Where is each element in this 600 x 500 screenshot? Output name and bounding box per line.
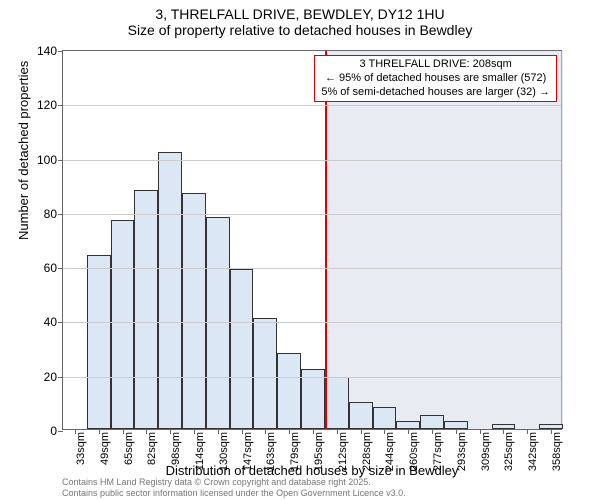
histogram-bar <box>111 220 135 429</box>
x-tick-label: 98sqm <box>170 432 182 465</box>
histogram-bar <box>134 190 158 429</box>
y-tick-mark <box>58 377 63 378</box>
y-tick-label: 40 <box>44 315 57 329</box>
histogram-bar <box>206 217 230 429</box>
x-axis-label: Distribution of detached houses by size … <box>62 463 562 478</box>
histogram-bar <box>349 402 373 429</box>
y-axis-label: Number of detached properties <box>16 61 31 240</box>
histogram-bar <box>182 193 206 429</box>
histogram-bar <box>253 318 277 429</box>
histogram-bar <box>373 407 397 429</box>
annotation-line-2: ← 95% of detached houses are smaller (57… <box>321 72 550 86</box>
x-tick-label: 33sqm <box>75 432 87 465</box>
histogram-bar <box>444 421 468 429</box>
chart-title: 3, THRELFALL DRIVE, BEWDLEY, DY12 1HU Si… <box>0 0 600 38</box>
histogram-bar <box>301 369 325 429</box>
attribution-footer: Contains HM Land Registry data © Crown c… <box>62 477 406 498</box>
y-tick-mark <box>58 268 63 269</box>
histogram-bar <box>325 377 349 429</box>
x-tick-label: 65sqm <box>123 432 135 465</box>
bars-container <box>63 51 561 429</box>
annotation-box: 3 THRELFALL DRIVE: 208sqm ← 95% of detac… <box>314 55 557 102</box>
title-line-1: 3, THRELFALL DRIVE, BEWDLEY, DY12 1HU <box>0 6 600 22</box>
y-tick-label: 100 <box>37 153 57 167</box>
x-tick-label: 82sqm <box>146 432 158 465</box>
y-tick-label: 20 <box>44 370 57 384</box>
subject-marker-line <box>325 51 327 429</box>
x-tick-label: 49sqm <box>99 432 111 465</box>
histogram-bar <box>87 255 111 429</box>
histogram-bar <box>420 415 444 429</box>
y-tick-label: 0 <box>50 424 57 438</box>
y-tick-mark <box>58 160 63 161</box>
title-line-2: Size of property relative to detached ho… <box>0 22 600 38</box>
histogram-bar <box>230 269 254 429</box>
annotation-line-1: 3 THRELFALL DRIVE: 208sqm <box>321 58 550 72</box>
y-tick-label: 60 <box>44 261 57 275</box>
histogram-bar <box>396 421 420 429</box>
y-tick-label: 80 <box>44 207 57 221</box>
histogram-bar <box>158 152 182 429</box>
histogram-plot: 3 THRELFALL DRIVE: 208sqm ← 95% of detac… <box>62 50 562 430</box>
histogram-bar <box>277 353 301 429</box>
footer-line-2: Contains public sector information licen… <box>62 488 406 498</box>
y-tick-label: 120 <box>37 98 57 112</box>
y-tick-mark <box>58 105 63 106</box>
y-tick-mark <box>58 431 63 432</box>
y-tick-mark <box>58 322 63 323</box>
y-tick-mark <box>58 214 63 215</box>
annotation-line-3: 5% of semi-detached houses are larger (3… <box>321 86 550 100</box>
y-tick-mark <box>58 51 63 52</box>
y-tick-label: 140 <box>37 44 57 58</box>
footer-line-1: Contains HM Land Registry data © Crown c… <box>62 477 406 487</box>
